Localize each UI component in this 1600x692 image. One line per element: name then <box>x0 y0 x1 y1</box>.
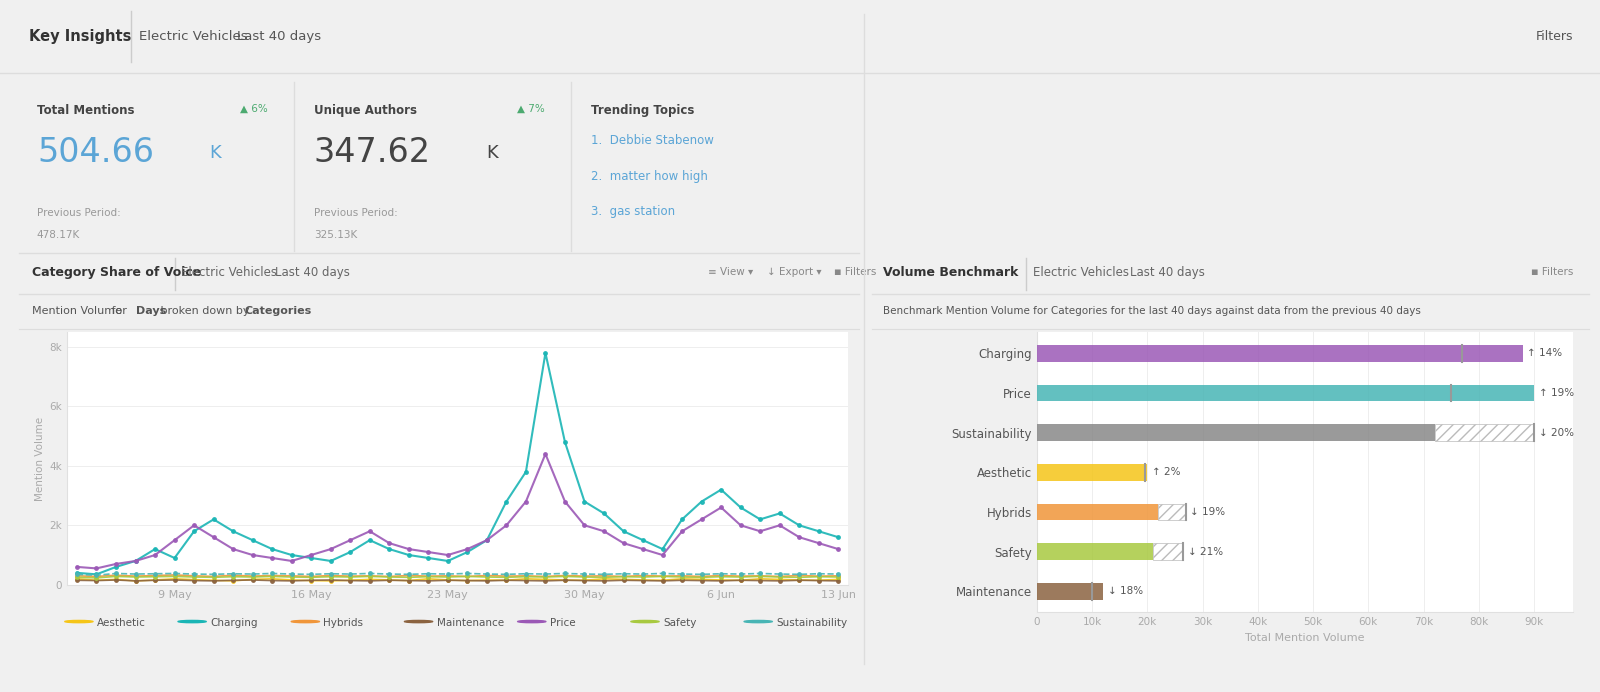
Text: Hybrids: Hybrids <box>323 618 363 628</box>
Text: Total Mentions: Total Mentions <box>37 104 134 117</box>
Text: Previous Period:: Previous Period: <box>314 208 397 219</box>
Text: Aesthetic: Aesthetic <box>98 618 146 628</box>
Bar <box>1037 424 1435 441</box>
Text: K: K <box>486 143 498 161</box>
Text: ◾ Filters: ◾ Filters <box>1531 267 1574 277</box>
Bar <box>1037 345 1523 361</box>
Text: ↑ 19%: ↑ 19% <box>1539 388 1574 398</box>
Text: ↓ 20%: ↓ 20% <box>1539 428 1573 437</box>
Bar <box>1037 583 1102 600</box>
Text: broken down by: broken down by <box>157 307 253 316</box>
Text: ↓ Export ▾: ↓ Export ▾ <box>766 267 821 277</box>
Text: Last 40 days: Last 40 days <box>237 30 322 43</box>
Text: Safety: Safety <box>662 618 696 628</box>
Bar <box>1037 543 1154 560</box>
Text: 2.  matter how high: 2. matter how high <box>590 170 709 183</box>
Text: 1.  Debbie Stabenow: 1. Debbie Stabenow <box>590 134 714 147</box>
Text: ↑ 2%: ↑ 2% <box>1152 467 1181 477</box>
Text: Electric Vehicles: Electric Vehicles <box>1034 266 1130 278</box>
Text: Unique Authors: Unique Authors <box>314 104 416 117</box>
Text: ↓ 21%: ↓ 21% <box>1187 547 1222 556</box>
Bar <box>1037 464 1147 481</box>
Circle shape <box>66 621 93 623</box>
Bar <box>1037 504 1158 520</box>
Text: ↓ 19%: ↓ 19% <box>1190 507 1226 517</box>
Bar <box>1158 504 1186 520</box>
Text: 325.13K: 325.13K <box>314 230 357 240</box>
Text: Previous Period:: Previous Period: <box>37 208 120 219</box>
Bar <box>1037 385 1534 401</box>
Text: Mention Volume: Mention Volume <box>32 307 122 316</box>
Circle shape <box>178 621 206 623</box>
Text: ↓ 18%: ↓ 18% <box>1107 586 1142 597</box>
Text: Last 40 days: Last 40 days <box>275 266 350 278</box>
Text: K: K <box>210 143 221 161</box>
Circle shape <box>405 621 432 623</box>
Text: 504.66: 504.66 <box>37 136 154 169</box>
Circle shape <box>291 621 320 623</box>
Circle shape <box>518 621 546 623</box>
Bar <box>1154 543 1184 560</box>
Text: Volume Benchmark: Volume Benchmark <box>883 266 1018 278</box>
Text: ◾ Filters: ◾ Filters <box>834 267 877 277</box>
Text: Electric Vehicles: Electric Vehicles <box>139 30 248 43</box>
Circle shape <box>744 621 773 623</box>
Circle shape <box>630 621 659 623</box>
Text: 3.  gas station: 3. gas station <box>590 205 675 218</box>
Text: Electric Vehicles: Electric Vehicles <box>181 266 277 278</box>
Text: 478.17K: 478.17K <box>37 230 80 240</box>
Text: Maintenance: Maintenance <box>437 618 504 628</box>
Text: ▲ 6%: ▲ 6% <box>240 104 269 113</box>
Text: Key Insights: Key Insights <box>29 29 131 44</box>
Text: Category Share of Voice: Category Share of Voice <box>32 266 202 278</box>
Text: Categories: Categories <box>245 307 312 316</box>
X-axis label: Total Mention Volume: Total Mention Volume <box>1245 633 1365 643</box>
Text: Last 40 days: Last 40 days <box>1130 266 1205 278</box>
Text: Sustainability: Sustainability <box>776 618 848 628</box>
Text: Days: Days <box>136 307 166 316</box>
Text: ≡ View ▾: ≡ View ▾ <box>707 267 754 277</box>
Text: Benchmark ​Mention Volume for ​Categories for the last 40 days against data from: Benchmark ​Mention Volume for ​Categorie… <box>883 307 1421 316</box>
Text: Filters: Filters <box>1536 30 1573 43</box>
Text: 347.62: 347.62 <box>314 136 430 169</box>
Text: Price: Price <box>550 618 576 628</box>
Y-axis label: Mention Volume: Mention Volume <box>35 417 45 500</box>
Bar <box>1435 424 1534 441</box>
Text: Charging: Charging <box>210 618 258 628</box>
Text: ▲ 7%: ▲ 7% <box>517 104 546 113</box>
Text: ↑ 14%: ↑ 14% <box>1528 348 1563 358</box>
Text: for: for <box>109 307 131 316</box>
Text: Trending Topics: Trending Topics <box>590 104 694 117</box>
